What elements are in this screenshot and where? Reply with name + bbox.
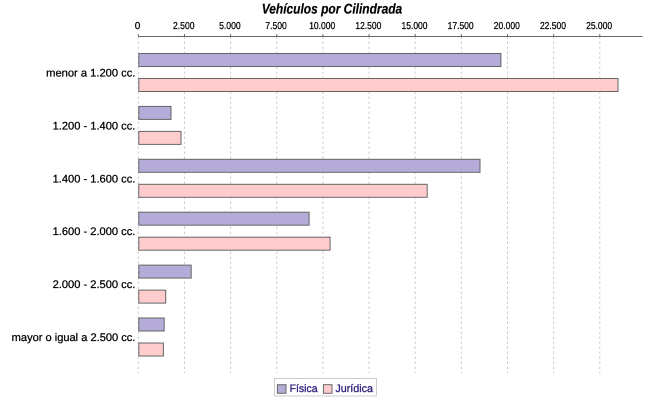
svg-text:25.000: 25.000: [586, 21, 612, 32]
svg-text:Jurídica: Jurídica: [335, 383, 373, 395]
svg-text:1.200 - 1.400 cc.: 1.200 - 1.400 cc.: [53, 120, 136, 132]
svg-text:10.000: 10.000: [309, 21, 335, 32]
svg-text:20.000: 20.000: [494, 21, 520, 32]
svg-text:Vehículos por Cilindrada: Vehículos por Cilindrada: [262, 0, 403, 16]
svg-text:0: 0: [135, 21, 141, 32]
svg-text:22.500: 22.500: [540, 21, 566, 32]
svg-text:12.500: 12.500: [355, 21, 381, 32]
svg-text:17.500: 17.500: [448, 21, 474, 32]
svg-text:15.000: 15.000: [402, 21, 428, 32]
svg-text:1.400 - 1.600 cc.: 1.400 - 1.600 cc.: [53, 173, 136, 185]
svg-text:menor a 1.200 cc.: menor a 1.200 cc.: [46, 68, 135, 80]
svg-text:5.000: 5.000: [219, 21, 241, 32]
svg-text:mayor o igual a 2.500 cc.: mayor o igual a 2.500 cc.: [12, 332, 136, 344]
svg-text:1.600 - 2.000 cc.: 1.600 - 2.000 cc.: [53, 226, 136, 238]
svg-text:7.500: 7.500: [265, 21, 287, 32]
svg-text:2.500: 2.500: [173, 21, 195, 32]
svg-text:Física: Física: [290, 383, 318, 395]
svg-text:2.000 - 2.500 cc.: 2.000 - 2.500 cc.: [53, 279, 136, 291]
